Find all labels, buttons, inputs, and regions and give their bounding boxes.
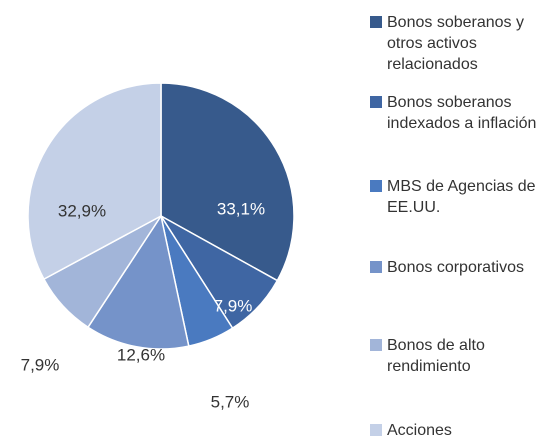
legend-label: Bonos corporativos: [387, 259, 524, 276]
legend-swatch: [370, 424, 382, 436]
legend-item: Bonos soberanos y otros activos relacion…: [370, 12, 550, 75]
legend-swatch: [370, 16, 382, 28]
legend-label: Bonos de alto rendimiento: [387, 337, 485, 375]
legend-label: MBS de Agencias de EE.UU.: [387, 178, 536, 216]
data-label: 5,7%: [211, 392, 250, 411]
legend-item: Bonos corporativos: [370, 257, 550, 278]
legend-swatch: [370, 261, 382, 273]
legend-label: Bonos soberanos y otros activos relacion…: [387, 14, 524, 73]
legend-label: Acciones: [387, 422, 452, 439]
data-label: 33,1%: [217, 199, 265, 218]
data-label: 32,9%: [58, 201, 106, 220]
legend-item: Bonos soberanos indexados a inflación: [370, 92, 550, 134]
pie-slice: [27, 82, 162, 281]
legend-item: Acciones: [370, 420, 550, 441]
legend-swatch: [370, 180, 382, 192]
data-label: 7,9%: [21, 355, 60, 374]
legend-item: MBS de Agencias de EE.UU.: [370, 176, 550, 218]
pie-slice: [160, 82, 295, 282]
pie-slice: [87, 214, 190, 350]
legend-swatch: [370, 96, 382, 108]
data-label: 7,9%: [214, 296, 253, 315]
data-label: 12,6%: [117, 345, 165, 364]
legend-swatch: [370, 339, 382, 351]
legend-item: Bonos de alto rendimiento: [370, 335, 550, 377]
legend-label: Bonos soberanos indexados a inflación: [387, 94, 537, 132]
